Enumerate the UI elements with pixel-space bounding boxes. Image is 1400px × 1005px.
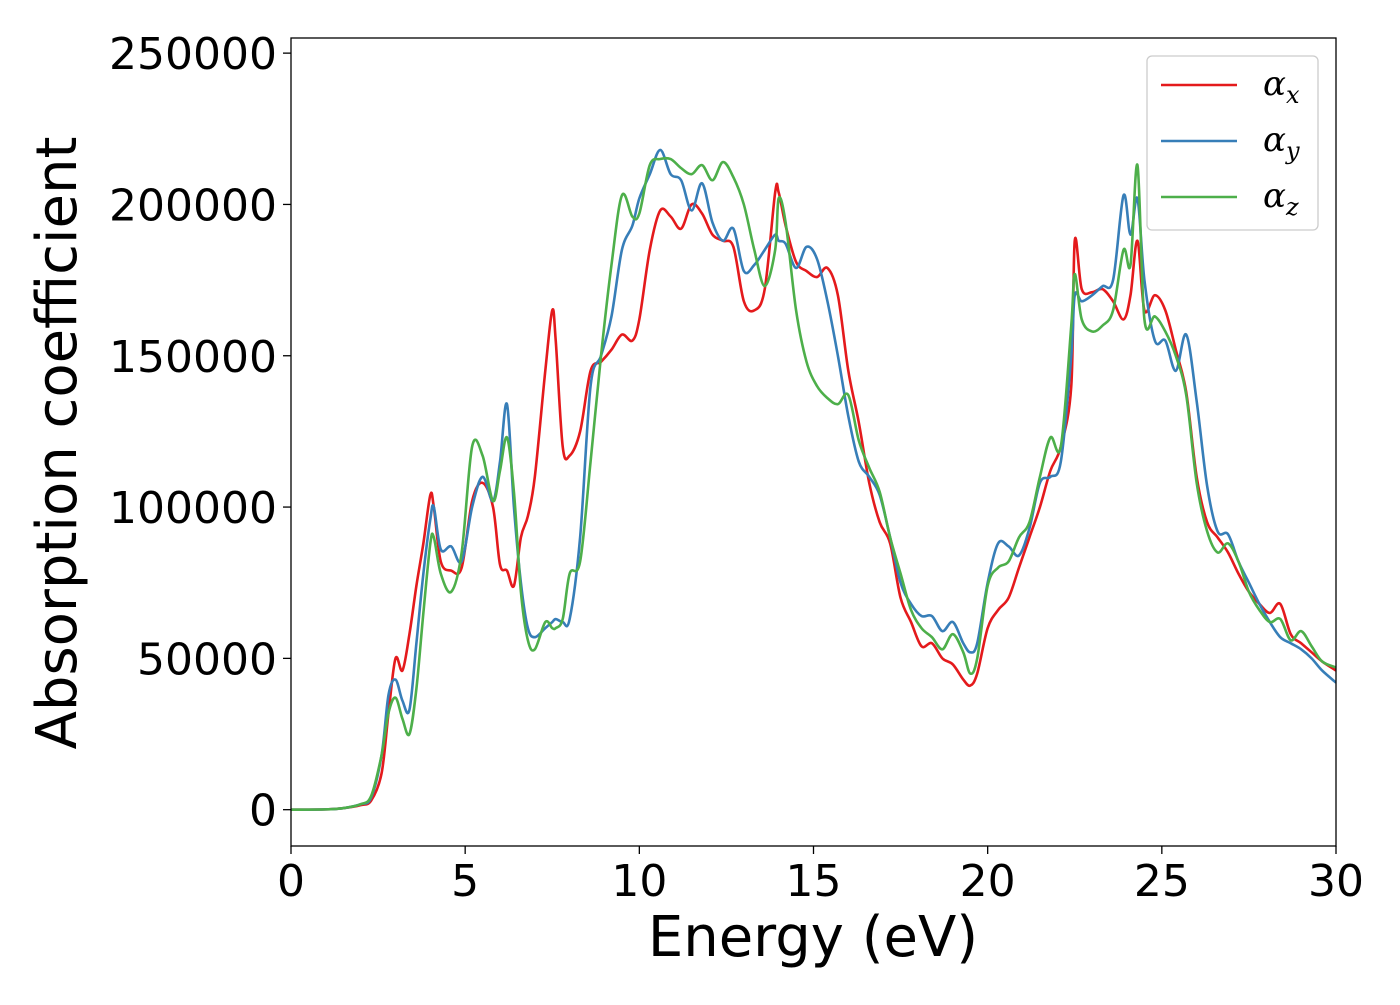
x-axis-title: Energy (eV) — [648, 905, 978, 970]
x-tick-label: 15 — [786, 856, 842, 907]
x-tick-label: 30 — [1308, 856, 1364, 907]
y-tick-label: 50000 — [137, 634, 277, 685]
y-tick-label: 0 — [249, 786, 277, 837]
y-tick-label: 150000 — [109, 332, 277, 383]
legend-label-z: αz — [1263, 176, 1299, 221]
y-tick-label: 100000 — [109, 483, 277, 534]
x-tick-label: 20 — [960, 856, 1016, 907]
legend-label-x: αx — [1263, 64, 1300, 109]
series-layer — [291, 148, 1336, 811]
series-line-y — [291, 148, 1336, 811]
x-tick-label: 10 — [611, 856, 667, 907]
axes-layer: 0 5 10 15 20 25 30 0 50000 100000 150000 200000 2500… — [109, 29, 1364, 907]
y-tick-label: 200000 — [109, 180, 277, 231]
y-tick-label: 250000 — [109, 29, 277, 80]
legend-label-y: αy — [1263, 120, 1300, 165]
legend-box — [1146, 55, 1319, 231]
y-axis-title: Absorption coefficient — [25, 137, 90, 750]
x-tick-label: 25 — [1134, 856, 1190, 907]
series-line-x — [291, 182, 1336, 811]
x-tick-label: 5 — [451, 856, 479, 907]
legend: αx αy αz — [1146, 55, 1319, 231]
x-tick-label: 0 — [277, 856, 305, 907]
series-line-z — [291, 156, 1336, 811]
